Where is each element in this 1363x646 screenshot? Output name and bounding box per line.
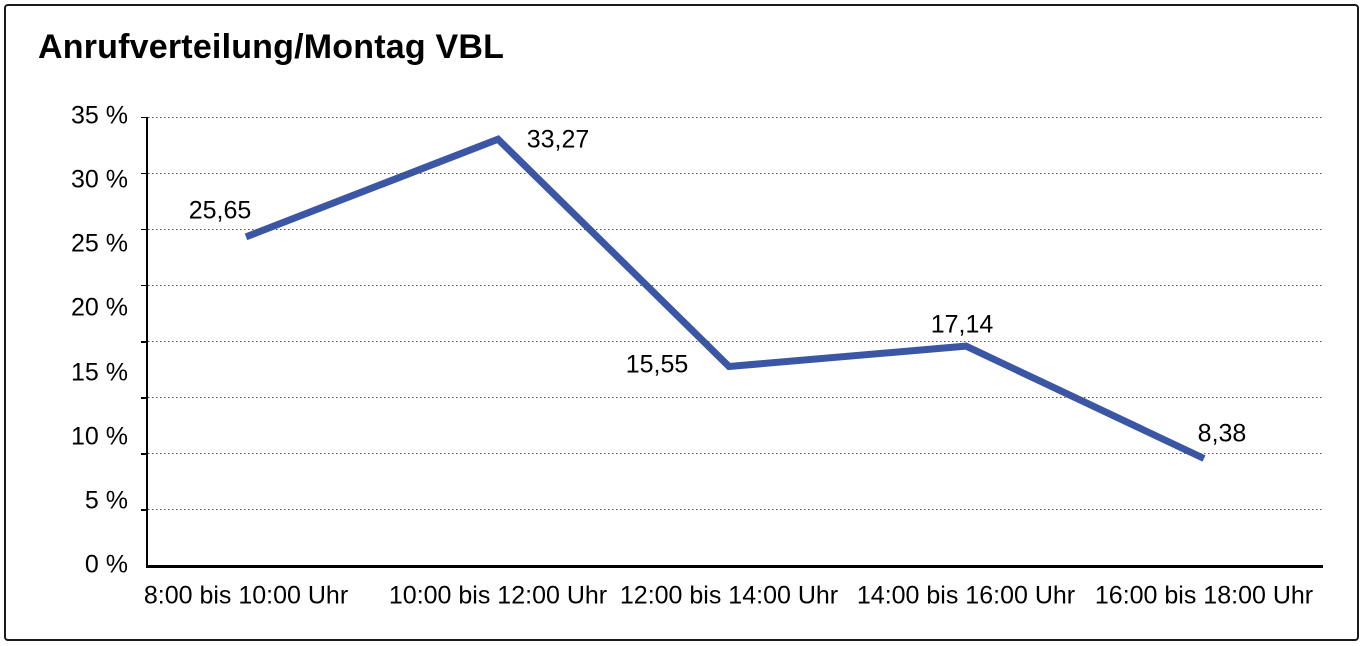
chart-title: Anrufverteilung/Montag VBL [38,28,505,66]
series-line [244,135,1206,462]
data-point-label: 15,55 [625,350,689,379]
x-axis-category-label: 10:00 bis 12:00 Uhr [388,581,608,610]
y-axis-tick [141,453,147,455]
horizontal-gridline [148,453,1323,456]
data-point-label: 33,27 [526,125,590,154]
horizontal-gridline [148,397,1323,400]
y-axis-tick [141,284,147,287]
y-axis-tick-label: 30 % [71,165,128,194]
y-axis-tick-label: 15 % [71,357,128,386]
data-point-label: 25,65 [188,196,252,225]
y-axis-tick-label: 25 % [71,229,128,258]
y-axis-tick [141,341,147,343]
x-axis-category-label: 12:00 bis 14:00 Uhr [619,581,839,610]
horizontal-gridline [148,509,1323,512]
y-axis-tick-label: 0 % [84,550,128,579]
horizontal-gridline [148,228,1323,231]
y-axis-tick [141,397,147,399]
y-axis-tick [141,509,147,511]
data-point-label: 17,14 [930,310,994,339]
y-axis-tick-label: 5 % [84,486,128,515]
horizontal-gridline [148,341,1323,343]
horizontal-gridline [148,172,1323,175]
y-axis-line [146,117,148,566]
y-axis-tick [141,116,147,118]
x-axis-category-label: 16:00 bis 18:00 Uhr [1094,581,1314,610]
y-axis-tick-label: 35 % [71,101,128,130]
data-point-label: 8,38 [1197,419,1247,448]
y-axis-tick-label: 10 % [71,422,128,451]
y-axis-tick [141,172,147,175]
horizontal-gridline [148,116,1323,119]
x-axis-line [146,565,1323,568]
x-axis-category-label: 14:00 bis 16:00 Uhr [856,581,1076,610]
horizontal-gridline [148,284,1323,287]
y-axis-tick [141,228,147,231]
y-axis-tick-label: 20 % [71,293,128,322]
x-axis-category-label: 8:00 bis 10:00 Uhr [143,581,349,610]
